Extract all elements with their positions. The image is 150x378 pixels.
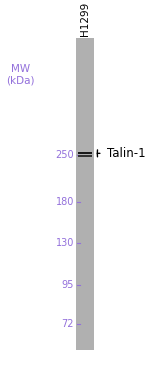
Text: MW
(kDa): MW (kDa)	[6, 64, 35, 85]
FancyBboxPatch shape	[78, 152, 92, 154]
FancyBboxPatch shape	[78, 155, 92, 157]
Text: 95: 95	[62, 280, 74, 290]
Text: 130: 130	[56, 238, 74, 248]
Text: 250: 250	[55, 150, 74, 160]
Text: H1299: H1299	[80, 2, 90, 36]
Text: Talin-1: Talin-1	[107, 147, 146, 160]
Text: 72: 72	[61, 319, 74, 328]
FancyBboxPatch shape	[76, 37, 94, 350]
Text: 180: 180	[56, 197, 74, 208]
